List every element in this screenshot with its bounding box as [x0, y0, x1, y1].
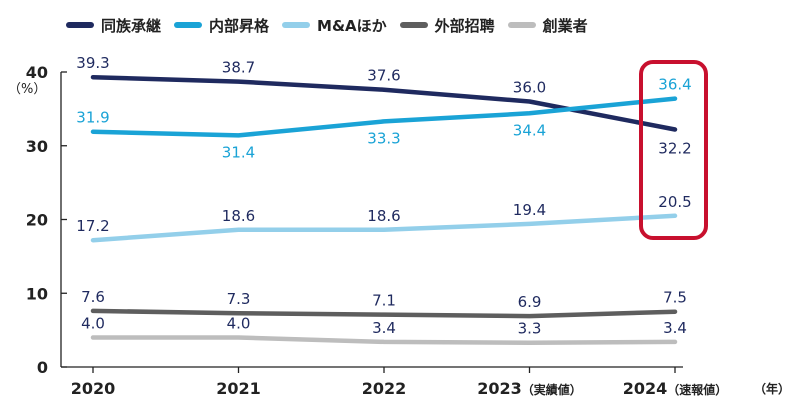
data-label: 38.7 — [222, 59, 255, 77]
data-label: 3.4 — [663, 319, 687, 337]
data-label: 3.3 — [518, 320, 542, 338]
legend-label: M&Aほか — [317, 16, 387, 35]
data-label: 36.4 — [658, 76, 691, 94]
legend-swatch — [174, 22, 203, 28]
data-label: 31.9 — [76, 109, 109, 127]
data-label: 4.0 — [227, 315, 251, 333]
y-tick-label: 30 — [26, 137, 48, 156]
y-tick-label: 10 — [26, 284, 48, 303]
data-label: 18.6 — [222, 207, 255, 225]
x-tick-label: 2022 — [362, 379, 407, 398]
data-label: 32.2 — [658, 140, 691, 158]
data-label: 34.4 — [513, 121, 546, 139]
data-label: 7.3 — [227, 290, 251, 308]
x-tick-label: 2020 — [71, 379, 116, 398]
legend-item-founder: 創業者 — [507, 15, 588, 36]
data-label: 39.3 — [76, 54, 109, 72]
x-tick-label: 2021 — [216, 379, 261, 398]
series-line-3 — [90, 308, 678, 319]
legend-label: 外部招聘 — [434, 16, 495, 35]
data-label: 7.1 — [372, 292, 396, 310]
data-label: 4.0 — [81, 315, 105, 333]
legend-swatch — [399, 22, 428, 28]
series-line-4 — [90, 335, 678, 345]
legend-item-family-succession: 同族承継 — [66, 15, 161, 36]
highlight-box — [639, 60, 708, 240]
data-label: 31.4 — [222, 143, 255, 161]
data-label: 20.5 — [658, 193, 691, 211]
legend-item-external-recruit: 外部招聘 — [399, 15, 495, 36]
series-line-2 — [90, 213, 678, 243]
data-label: 37.6 — [367, 67, 400, 85]
data-label: 7.6 — [81, 288, 105, 306]
x-axis-unit-label: （年） — [754, 381, 790, 396]
y-tick-label: 40 — [26, 63, 48, 82]
legend-swatch — [507, 22, 536, 28]
legend-swatch — [282, 22, 311, 28]
y-axis-unit-label: （%） — [8, 82, 47, 97]
data-label: 3.4 — [372, 319, 396, 337]
legend-swatch — [66, 22, 94, 28]
x-tick-label: 2024（速報値） — [623, 379, 728, 398]
legend: 同族承継 内部昇格 M&Aほか 外部招聘 創業者 — [66, 10, 588, 40]
legend-label: 内部昇格 — [209, 16, 270, 35]
legend-label: 創業者 — [542, 16, 588, 35]
y-tick-label: 20 — [26, 211, 48, 230]
data-label: 7.5 — [663, 289, 687, 307]
data-label: 19.4 — [513, 201, 546, 219]
data-label: 33.3 — [367, 129, 400, 147]
series-line-1 — [90, 96, 678, 138]
series-line-0 — [90, 74, 678, 132]
data-label: 18.6 — [367, 207, 400, 225]
x-tick-label: 2023（実績値） — [477, 379, 582, 398]
legend-label: 同族承継 — [101, 16, 162, 35]
legend-item-internal-promotion: 内部昇格 — [174, 15, 269, 36]
data-label: 36.0 — [513, 79, 546, 97]
y-tick-label: 0 — [37, 358, 48, 377]
legend-item-ma-other: M&Aほか — [282, 15, 387, 36]
data-label: 17.2 — [76, 217, 109, 235]
data-label: 6.9 — [518, 293, 542, 311]
